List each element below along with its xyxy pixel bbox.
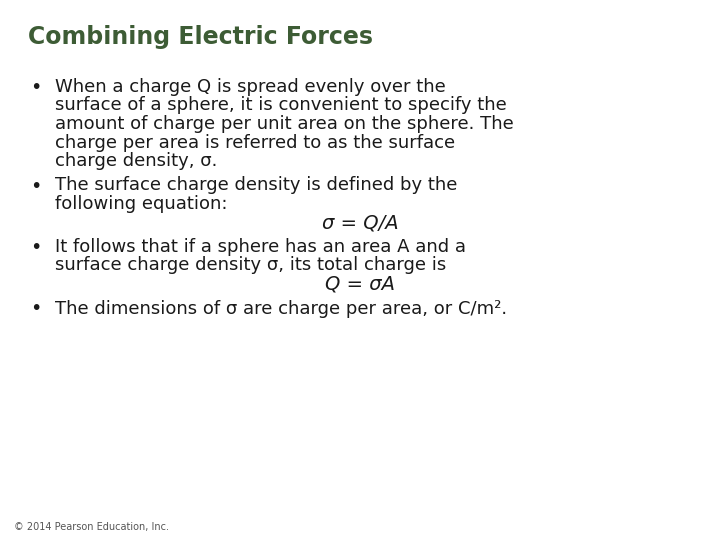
Text: The dimensions of σ are charge per area, or C/m².: The dimensions of σ are charge per area,… [55, 300, 507, 318]
Text: The surface charge density is defined by the: The surface charge density is defined by… [55, 177, 457, 194]
Text: amount of charge per unit area on the sphere. The: amount of charge per unit area on the sp… [55, 115, 514, 133]
Text: surface charge density σ, its total charge is: surface charge density σ, its total char… [55, 256, 446, 274]
Text: σ = Q/A: σ = Q/A [322, 213, 398, 233]
Text: •: • [30, 78, 41, 97]
Text: Q = σA: Q = σA [325, 275, 395, 294]
Text: charge density, σ.: charge density, σ. [55, 152, 217, 170]
Text: © 2014 Pearson Education, Inc.: © 2014 Pearson Education, Inc. [14, 522, 169, 532]
Text: When a charge Q is spread evenly over the: When a charge Q is spread evenly over th… [55, 78, 446, 96]
Text: following equation:: following equation: [55, 195, 228, 213]
Text: •: • [30, 238, 41, 257]
Text: •: • [30, 300, 41, 319]
Text: •: • [30, 177, 41, 195]
Text: charge per area is referred to as the surface: charge per area is referred to as the su… [55, 133, 455, 152]
Text: Combining Electric Forces: Combining Electric Forces [28, 25, 373, 49]
Text: surface of a sphere, it is convenient to specify the: surface of a sphere, it is convenient to… [55, 97, 507, 114]
Text: It follows that if a sphere has an area A and a: It follows that if a sphere has an area … [55, 238, 466, 256]
